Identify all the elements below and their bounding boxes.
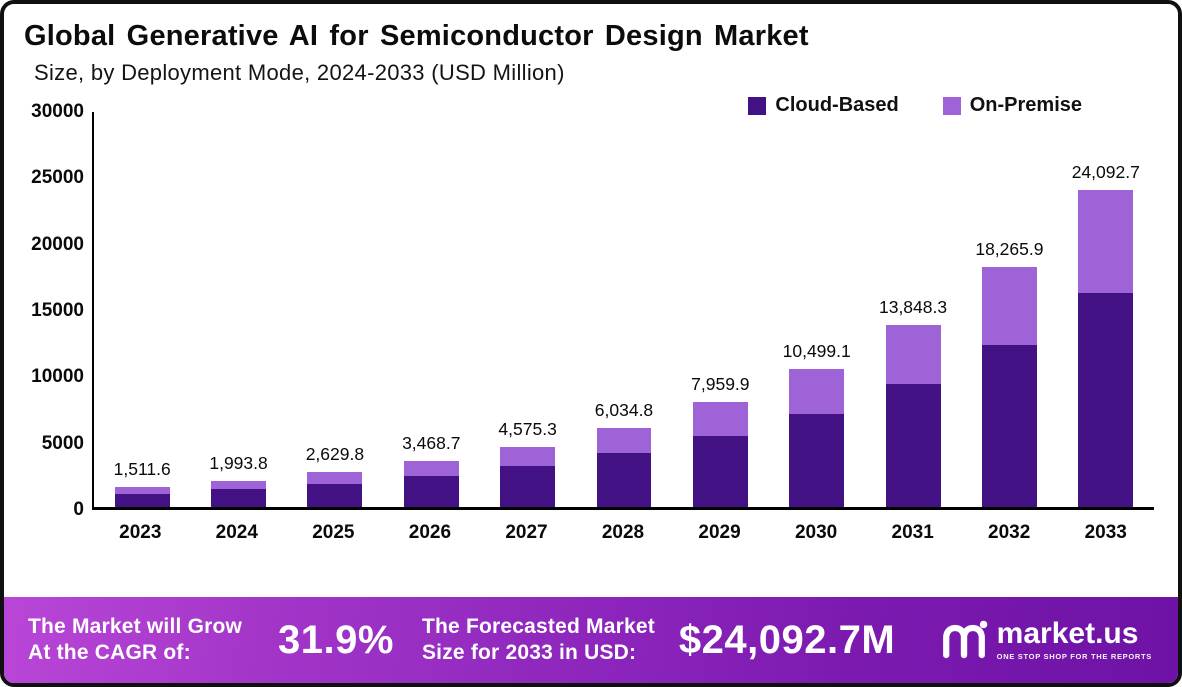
chart-header: Global Generative AI for Semiconductor D… xyxy=(4,4,1178,86)
cloud-based-segment xyxy=(692,436,748,507)
x-axis-label: 2026 xyxy=(408,522,452,543)
bar-group: 1,511.6 xyxy=(94,112,190,507)
brand-name: market.us xyxy=(996,617,1139,650)
cloud-based-segment xyxy=(307,483,363,507)
bar-total-label: 2,629.8 xyxy=(305,444,365,465)
on-premise-swatch-icon xyxy=(942,96,961,115)
on-premise-segment xyxy=(596,427,652,454)
y-tick-label: 25000 xyxy=(31,167,84,189)
cagr-label-line1: The Market will Grow xyxy=(28,614,243,638)
on-premise-segment xyxy=(789,368,845,414)
on-premise-segment xyxy=(692,402,748,437)
x-axis-labels: 2023 2024 2025 2026 2027 2028 2029 2030 2031 2032… xyxy=(92,522,1154,544)
cloud-based-segment xyxy=(403,476,459,507)
x-axis-label: 2028 xyxy=(601,522,645,543)
bar-group: 7,959.9 xyxy=(672,112,768,507)
chart-grid: 0 5000 10000 15000 20000 25000 30000 1,511.6 1,… xyxy=(18,101,1154,520)
bar-total-label: 7,959.9 xyxy=(691,374,750,395)
bar-total-label: 4,575.3 xyxy=(498,418,557,439)
legend-label-cloud-based: Cloud-Based xyxy=(775,94,899,116)
legend-label-on-premise: On-Premise xyxy=(969,94,1082,116)
plot-area: 1,511.6 1,993.8 2,629.8 3,468.7 4,575.3 6,034… xyxy=(92,112,1154,510)
x-axis-label: 2033 xyxy=(1084,522,1127,543)
forecast-label: The Forecasted Market Size for 2033 in U… xyxy=(422,614,655,667)
cloud-based-segment xyxy=(596,453,652,507)
x-axis-label: 2031 xyxy=(891,522,934,543)
y-axis: 0 5000 10000 15000 20000 25000 30000 xyxy=(18,101,92,520)
y-tick-label: 15000 xyxy=(31,300,84,321)
bar-total-label: 6,034.8 xyxy=(594,399,654,420)
cloud-based-segment xyxy=(500,466,556,507)
on-premise-segment xyxy=(403,461,459,477)
bar-total-label: 1,511.6 xyxy=(113,459,171,480)
bar-total-label: 10,499.1 xyxy=(782,340,851,361)
x-axis-label: 2029 xyxy=(698,522,741,543)
on-premise-segment xyxy=(1078,189,1134,293)
cagr-label-line2: At the CAGR of: xyxy=(28,641,191,664)
chart-title: Global Generative AI for Semiconductor D… xyxy=(24,20,809,52)
bar-group: 6,034.8 xyxy=(576,112,672,507)
cagr-value: 31.9% xyxy=(278,617,394,662)
bar-group: 4,575.3 xyxy=(479,112,575,507)
forecast-label-line1: The Forecasted Market xyxy=(421,614,655,638)
y-axis-spacer xyxy=(18,522,92,544)
forecast-value: $24,092.7M xyxy=(678,617,896,662)
forecast-label-line2: Size for 2033 in USD: xyxy=(421,641,637,664)
bar-total-label: 1,993.8 xyxy=(209,452,268,473)
cloud-based-segment xyxy=(211,489,266,507)
bar-group: 18,265.9 xyxy=(961,112,1057,507)
x-axis-label: 2030 xyxy=(794,522,838,543)
market-us-logo-icon xyxy=(942,620,987,659)
on-premise-segment xyxy=(500,446,556,467)
y-tick-label: 0 xyxy=(73,499,84,520)
cloud-based-segment xyxy=(1078,292,1134,507)
x-axis-row: 2023 2024 2025 2026 2027 2028 2029 2030 2031 2032… xyxy=(18,522,1154,544)
on-premise-segment xyxy=(307,472,363,484)
cloud-based-segment xyxy=(114,493,170,507)
cagr-label: The Market will Grow At the CAGR of: xyxy=(28,614,242,667)
bar-total-label: 18,265.9 xyxy=(975,238,1044,259)
footer-banner: The Market will Grow At the CAGR of: 31.… xyxy=(4,597,1178,683)
bar-group: 10,499.1 xyxy=(769,112,865,507)
bar-group: 1,993.8 xyxy=(190,112,286,507)
bar-group: 24,092.7 xyxy=(1058,112,1154,507)
x-axis-label: 2027 xyxy=(505,522,548,543)
y-tick-label: 5000 xyxy=(41,432,84,454)
brand-text: market.us ONE STOP SHOP FOR THE REPORTS xyxy=(996,617,1152,662)
cloud-based-segment xyxy=(789,413,845,507)
x-axis-label: 2024 xyxy=(215,522,258,543)
bar-group: 13,848.3 xyxy=(865,112,961,507)
legend: Cloud-Based On-Premise xyxy=(748,94,1082,117)
legend-item-cloud-based: Cloud-Based xyxy=(748,94,899,117)
cloud-based-segment xyxy=(981,344,1037,507)
bar-group: 3,468.7 xyxy=(383,112,479,507)
brand-tagline: ONE STOP SHOP FOR THE REPORTS xyxy=(996,652,1152,661)
bar-total-label: 24,092.7 xyxy=(1071,161,1140,182)
x-axis-label: 2032 xyxy=(988,522,1031,543)
chart-area: Cloud-Based On-Premise 0 5000 10000 15000 20… xyxy=(4,86,1178,597)
legend-item-on-premise: On-Premise xyxy=(942,94,1082,117)
chart-subtitle: Size, by Deployment Mode, 2024-2033 (USD… xyxy=(34,60,565,85)
y-tick-label: 10000 xyxy=(31,366,84,388)
on-premise-segment xyxy=(981,266,1037,345)
bar-total-label: 13,848.3 xyxy=(878,296,948,317)
x-axis-label: 2025 xyxy=(312,522,355,543)
on-premise-segment xyxy=(211,480,266,490)
y-tick-label: 30000 xyxy=(31,101,84,122)
on-premise-segment xyxy=(114,487,170,494)
cloud-based-segment xyxy=(885,383,941,507)
bar-total-label: 3,468.7 xyxy=(402,433,461,454)
y-tick-label: 20000 xyxy=(31,233,84,255)
bar-group: 2,629.8 xyxy=(287,112,383,507)
cloud-based-swatch-icon xyxy=(748,96,767,115)
on-premise-segment xyxy=(885,324,941,384)
brand-block: market.us ONE STOP SHOP FOR THE REPORTS xyxy=(940,617,1152,663)
x-axis-label: 2023 xyxy=(119,522,162,543)
